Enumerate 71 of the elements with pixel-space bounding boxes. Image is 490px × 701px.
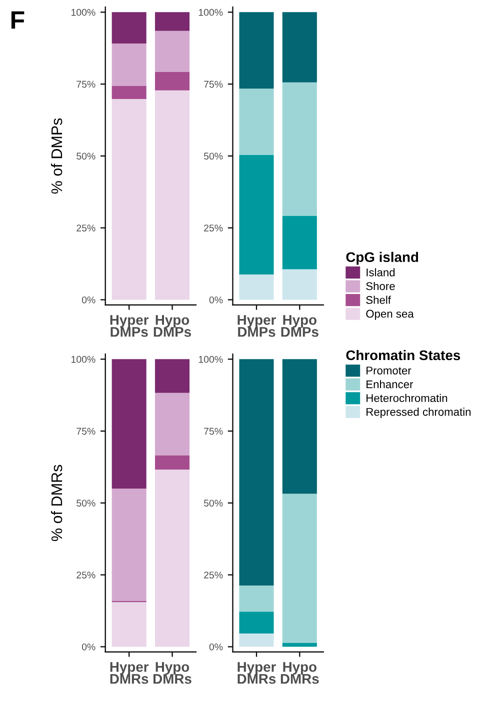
x-tick-label: Hyper DMRs <box>110 662 149 684</box>
bar <box>239 274 274 300</box>
bar <box>282 494 317 643</box>
y-tick-label: 50% <box>76 152 96 160</box>
bar <box>282 642 317 647</box>
x-tick-label: Hyper DMPs <box>238 315 276 337</box>
y-tick-label: 100% <box>198 356 223 363</box>
y-tick-label: 75% <box>76 428 96 435</box>
bar <box>154 72 190 90</box>
y-tick-label: 25% <box>204 572 223 578</box>
legend-label: Heterochromatin <box>366 394 448 402</box>
bar <box>239 586 274 612</box>
bar <box>112 44 146 86</box>
x-tick-label: Hypo DMRs <box>154 662 192 684</box>
y-tick-label: 100% <box>72 356 96 363</box>
y-tick-label: 0% <box>209 643 223 650</box>
bar <box>239 154 274 274</box>
bar <box>239 88 274 155</box>
y-tick-label: 100% <box>198 8 223 16</box>
bar <box>239 12 274 89</box>
y-tick-label: 0% <box>82 643 96 650</box>
bar <box>154 30 190 72</box>
bar <box>112 86 146 100</box>
bar <box>154 470 190 647</box>
y-tick-label: 100% <box>72 8 96 16</box>
text: F <box>11 11 24 29</box>
y-axis-title: % of DMRs <box>50 464 62 542</box>
bar <box>112 488 146 602</box>
y-tick-label: 25% <box>76 572 96 578</box>
x-tick-label: Hypo DMPs <box>281 315 318 337</box>
legend-title: Chromatin States <box>346 350 460 360</box>
bar <box>112 12 146 44</box>
legend-label: Shelf <box>366 296 391 304</box>
y-tick-label: 0% <box>82 296 96 304</box>
y-tick-label: 50% <box>204 500 223 507</box>
bar <box>112 602 146 647</box>
legend-label: Enhancer <box>366 380 414 388</box>
legend-title: CpG island <box>346 252 418 265</box>
legend-label: Island <box>366 268 395 276</box>
legend-label: Open sea <box>366 310 414 320</box>
y-tick-label: 75% <box>204 428 223 435</box>
legend-label: Repressed chromatin <box>366 408 471 418</box>
bar <box>282 12 317 82</box>
y-axis-title: % of DMPs <box>50 118 62 194</box>
x-tick-label: Hyper DMPs <box>110 315 149 337</box>
legend-label: Promoter <box>366 366 412 374</box>
y-tick-label: 50% <box>204 152 223 160</box>
y-tick-label: 75% <box>204 80 223 88</box>
bar <box>239 634 274 647</box>
bar <box>154 12 190 31</box>
y-tick-label: 50% <box>76 500 96 507</box>
x-tick-label: Hypo DMRs <box>280 662 319 684</box>
legend-label: Shore <box>366 282 395 290</box>
y-tick-label: 75% <box>76 80 96 88</box>
bar <box>112 359 146 489</box>
y-tick-label: 0% <box>209 296 223 304</box>
bar <box>282 216 317 270</box>
bar <box>112 99 146 300</box>
bar <box>282 359 317 494</box>
y-tick-label: 25% <box>76 224 96 232</box>
bar <box>154 90 190 300</box>
bar <box>239 612 274 634</box>
bar <box>282 82 317 216</box>
bar <box>154 455 190 470</box>
bar <box>282 269 317 300</box>
bar <box>239 359 274 586</box>
x-tick-label: Hyper DMRs <box>238 662 276 684</box>
bar <box>154 359 190 393</box>
y-tick-label: 25% <box>204 224 223 232</box>
x-tick-label: Hypo DMPs <box>154 315 191 337</box>
bar <box>154 392 190 456</box>
